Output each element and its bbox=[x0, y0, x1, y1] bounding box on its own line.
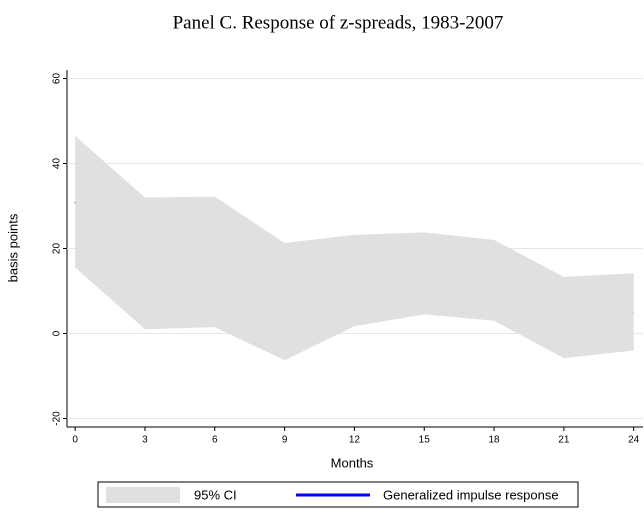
legend-swatch bbox=[106, 487, 180, 503]
y-tick-label: 60 bbox=[52, 73, 63, 85]
x-axis-label: Months bbox=[331, 455, 374, 470]
legend-label: Generalized impulse response bbox=[383, 487, 559, 502]
y-tick-label: 0 bbox=[52, 330, 63, 336]
x-tick-label: 12 bbox=[349, 435, 361, 446]
y-tick-label: 20 bbox=[52, 243, 63, 255]
x-tick-label: 18 bbox=[488, 435, 500, 446]
x-tick-label: 9 bbox=[282, 435, 288, 446]
legend-label: 95% CI bbox=[194, 487, 237, 502]
y-tick-label: 40 bbox=[52, 158, 63, 170]
x-tick-label: 0 bbox=[72, 435, 78, 446]
y-axis-label: basis points bbox=[5, 213, 20, 282]
x-tick-label: 24 bbox=[628, 435, 640, 446]
x-tick-label: 3 bbox=[142, 435, 148, 446]
x-tick-label: 21 bbox=[558, 435, 570, 446]
y-tick-label: -20 bbox=[52, 411, 63, 426]
chart-title: Panel C. Response of z-spreads, 1983-200… bbox=[173, 12, 504, 33]
ci-band bbox=[75, 135, 634, 361]
x-tick-label: 15 bbox=[419, 435, 431, 446]
x-tick-label: 6 bbox=[212, 435, 218, 446]
